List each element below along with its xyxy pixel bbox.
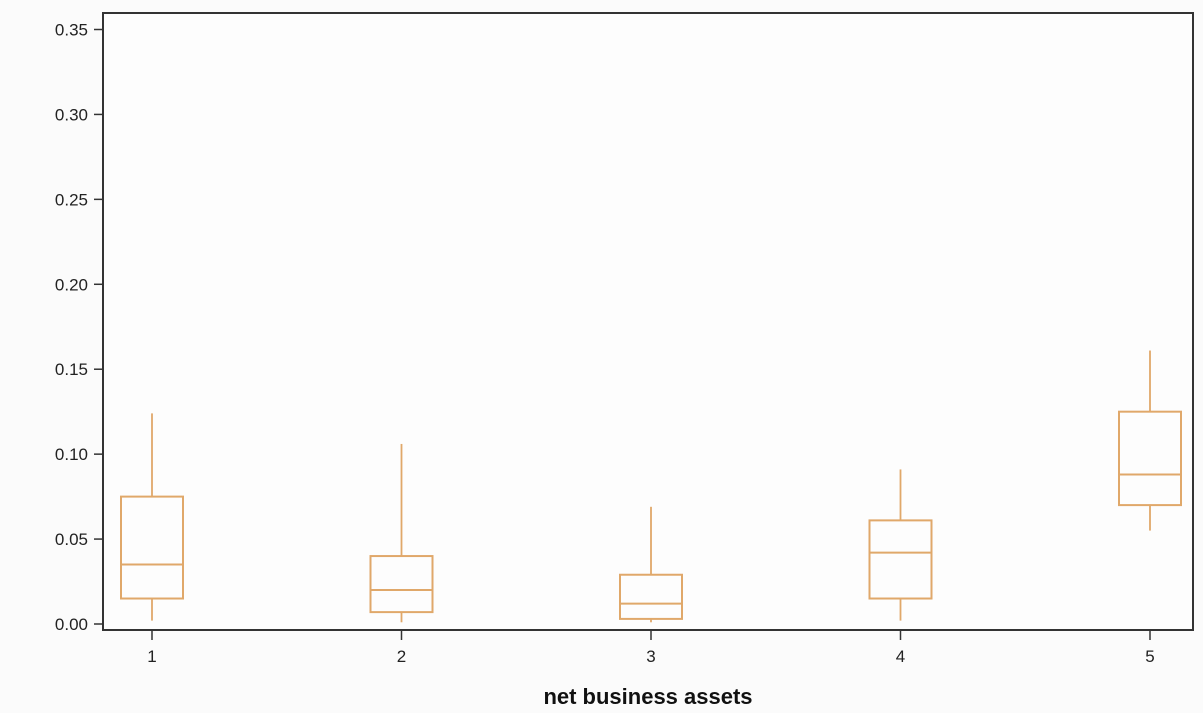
y-tick-label: 0.30 [55,105,88,124]
box-2 [369,443,434,623]
box-iqr [1118,410,1182,507]
x-tick-label: 4 [896,647,905,666]
box-iqr [868,519,933,600]
y-axis-label-remnant: ▀▀▀▀▀▀▀▀▀ [18,0,146,10]
boxes-group [120,350,1182,623]
box-5 [1118,350,1182,531]
x-axis-title: net business assets [543,684,752,709]
box-iqr [120,495,184,600]
y-tick-label: 0.15 [55,360,88,379]
box-iqr [369,555,434,614]
x-tick-label: 2 [397,647,406,666]
x-tick-label: 5 [1145,647,1154,666]
y-tick-label: 0.25 [55,190,88,209]
y-tick-label: 0.10 [55,445,88,464]
y-tick-label: 0.05 [55,530,88,549]
x-axis: 1 2 3 4 5 [147,630,1155,666]
box-1 [120,413,184,621]
plot-frame [102,12,1194,631]
x-tick-label: 1 [147,647,156,666]
box-iqr [619,573,683,620]
box-4 [868,469,933,621]
y-tick-label: 0.20 [55,275,88,294]
y-axis: 0.00 0.05 0.10 0.15 0.20 0.25 0.30 0.35 [55,21,103,634]
x-tick-label: 3 [646,647,655,666]
y-tick-label: 0.35 [55,21,88,40]
box-3 [619,506,683,623]
y-tick-label: 0.00 [55,615,88,634]
